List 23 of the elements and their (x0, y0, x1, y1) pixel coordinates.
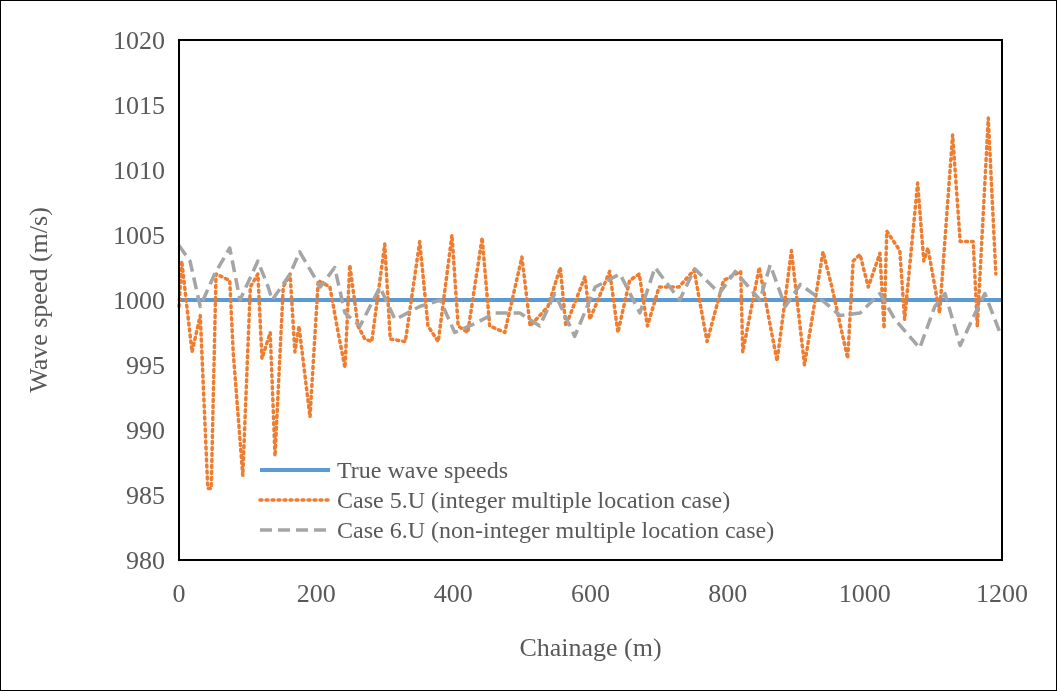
legend-label: True wave speeds (337, 457, 509, 483)
x-axis-title: Chainage (m) (519, 633, 662, 662)
x-tick-label: 1200 (976, 579, 1028, 608)
x-tick-label: 1000 (838, 579, 891, 608)
legend-label: Case 6.U (non-integer multiple location case) (337, 517, 775, 543)
y-axis-title: Wave speed (m/s) (24, 207, 53, 393)
y-tick-label: 1020 (113, 25, 165, 55)
x-tick-label: 200 (296, 579, 336, 608)
y-tick-label: 995 (126, 350, 165, 380)
line-series (177, 243, 1002, 350)
y-tick-label: 1015 (113, 90, 165, 120)
x-tick-label: 600 (571, 579, 610, 608)
x-tick-label: 0 (172, 579, 186, 608)
line-series (177, 116, 998, 491)
y-tick-label: 1000 (113, 285, 165, 315)
y-tick-label: 1005 (113, 220, 165, 250)
y-tick-label: 990 (126, 415, 165, 445)
x-tick-label: 800 (708, 579, 748, 608)
y-tick-label: 1010 (113, 155, 165, 185)
y-tick-label: 980 (126, 545, 165, 575)
x-tick-label: 400 (433, 579, 473, 608)
y-tick-label: 985 (126, 480, 165, 510)
legend-label: Case 5.U (integer multiple location case) (337, 487, 731, 513)
